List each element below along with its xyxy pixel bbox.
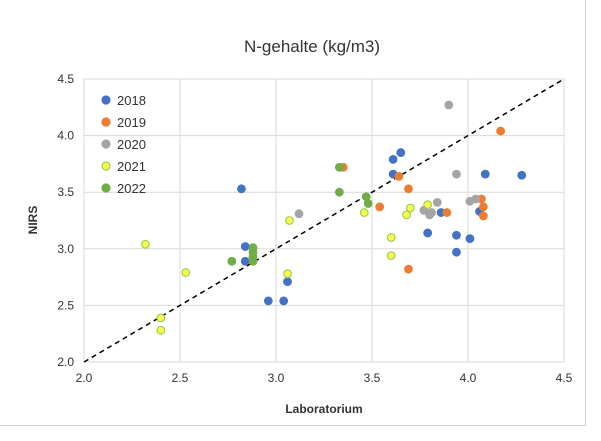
y-tick-label: 4.5 (57, 72, 74, 86)
legend-marker (101, 117, 111, 127)
series-2021 (141, 200, 433, 335)
data-point (496, 126, 506, 136)
plot-area-border (83, 78, 565, 363)
legend-marker (101, 139, 111, 149)
data-point (444, 100, 454, 110)
data-point (334, 187, 344, 197)
y-tick-label: 4.0 (57, 129, 74, 143)
data-point (141, 239, 150, 249)
data-point (237, 184, 246, 194)
data-point (423, 228, 433, 238)
data-point (181, 268, 191, 277)
data-point (386, 251, 396, 260)
data-point (402, 210, 411, 220)
chart-frame (0, 0, 586, 426)
data-point (471, 194, 481, 204)
tick-labels: 2.0 2.5 3.0 3.5 4.0 4.5 2.0 2.5 3.0 3.5 4.0 4.5 (57, 72, 572, 385)
data-point (375, 202, 385, 212)
data-point (394, 171, 404, 181)
series-2022 (227, 162, 373, 266)
data-point (334, 162, 344, 172)
data-point (279, 296, 289, 306)
data-point (263, 296, 273, 306)
y-tick-label: 3.0 (57, 242, 74, 256)
data-point (423, 200, 433, 210)
chart-title: N-gehalte (kg/m3) (244, 37, 380, 56)
data-point (156, 325, 166, 335)
data-point (404, 264, 413, 274)
data-point (285, 216, 294, 225)
legend-marker (101, 95, 111, 105)
data-point (432, 197, 442, 207)
data-point (363, 199, 373, 208)
legend-label: 2022 (117, 181, 146, 196)
data-point (248, 256, 258, 266)
legend-label: 2021 (117, 159, 146, 174)
data-point (294, 209, 304, 219)
series-2020 (294, 100, 481, 220)
data-point (240, 256, 250, 266)
data-point (386, 233, 396, 242)
data-points (141, 100, 527, 335)
data-point (156, 313, 166, 323)
legend: 2018 2019 2020 2021 2022 (101, 93, 146, 196)
legend-label: 2018 (117, 93, 146, 108)
x-tick-label: 2.5 (172, 371, 189, 385)
data-point (517, 170, 527, 180)
x-tick-label: 3.0 (268, 371, 285, 385)
legend-marker (101, 183, 111, 193)
data-point (452, 230, 461, 240)
reference-line (83, 78, 565, 363)
data-point (406, 203, 415, 213)
data-point (240, 242, 250, 251)
data-point (452, 247, 461, 257)
data-point (388, 154, 398, 164)
legend-label: 2020 (117, 137, 146, 152)
x-tick-label: 4.0 (460, 371, 477, 385)
data-point (452, 169, 461, 179)
y-tick-label: 3.5 (57, 185, 74, 199)
data-point (359, 208, 369, 217)
legend-label: 2019 (117, 115, 146, 130)
x-tick-label: 4.5 (556, 371, 573, 385)
legend-marker (101, 161, 111, 171)
data-point (465, 234, 475, 244)
data-point (227, 256, 237, 266)
data-point (427, 208, 436, 217)
y-axis-label: NIRS (26, 206, 40, 235)
series-2019 (338, 126, 506, 274)
x-tick-label: 3.5 (364, 371, 381, 385)
data-point (396, 148, 406, 157)
data-point (283, 269, 292, 279)
data-point (478, 202, 488, 212)
data-point (442, 208, 452, 217)
y-tick-label: 2.5 (57, 298, 74, 312)
data-point (283, 277, 292, 287)
x-tick-label: 2.0 (76, 371, 93, 385)
x-axis-label: Laboratorium (285, 402, 362, 416)
series-2018 (237, 148, 527, 306)
data-point (480, 169, 490, 179)
data-point (478, 211, 488, 221)
y-tick-label: 2.0 (57, 355, 74, 369)
data-point (404, 184, 413, 194)
